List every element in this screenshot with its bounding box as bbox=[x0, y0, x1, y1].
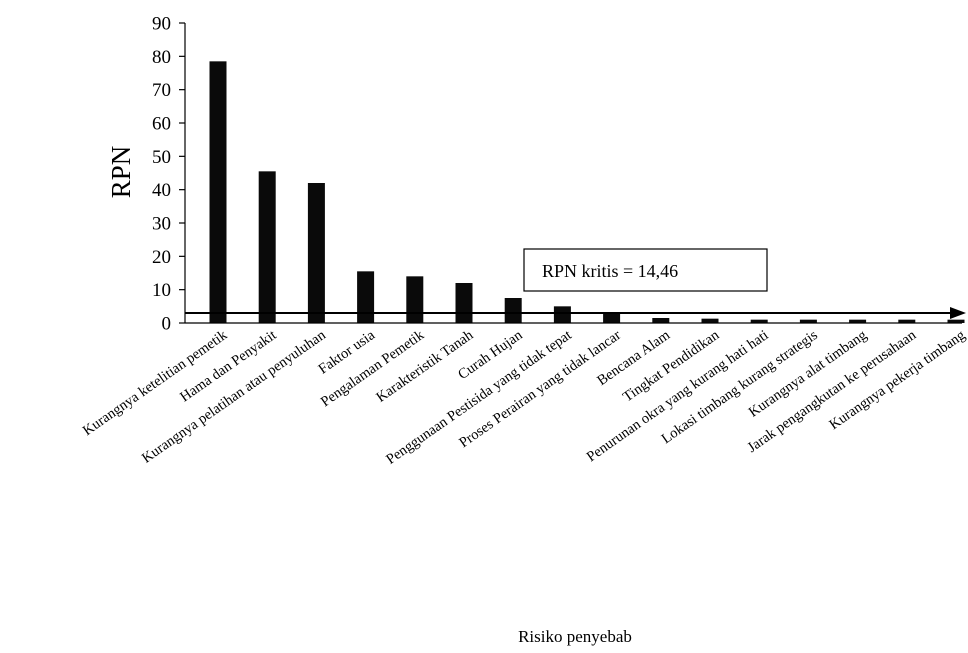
y-ticks: 0 10 20 30 40 50 60 70 80 90 bbox=[152, 14, 185, 335]
bar bbox=[209, 61, 227, 323]
y-tick-label: 20 bbox=[152, 247, 171, 268]
y-tick-label: 50 bbox=[152, 147, 171, 168]
critical-rpn-label-box bbox=[523, 248, 768, 292]
bars bbox=[209, 61, 965, 323]
bar bbox=[947, 319, 965, 323]
bar bbox=[258, 171, 276, 323]
bar bbox=[357, 271, 375, 323]
y-tick-label: 0 bbox=[162, 314, 172, 335]
bar bbox=[603, 313, 621, 323]
x-axis-label: Risiko penyebab bbox=[518, 627, 632, 646]
bar bbox=[701, 318, 719, 323]
y-axis: 0 10 20 30 40 50 60 70 80 90 bbox=[152, 14, 186, 335]
bar bbox=[553, 306, 571, 323]
bar bbox=[652, 318, 670, 323]
y-tick-label: 70 bbox=[152, 80, 171, 101]
bar bbox=[307, 183, 325, 323]
critical-rpn-line: RPN kritis = 14,46 bbox=[185, 248, 966, 319]
bar bbox=[898, 319, 916, 323]
y-tick-label: 80 bbox=[152, 47, 171, 68]
y-tick-label: 90 bbox=[152, 14, 171, 35]
arrow-head-icon bbox=[950, 307, 966, 319]
bar bbox=[406, 276, 424, 323]
bar bbox=[849, 319, 867, 323]
y-tick-label: 30 bbox=[152, 214, 171, 235]
critical-rpn-label: RPN kritis = 14,46 bbox=[542, 261, 678, 281]
y-tick-label: 10 bbox=[152, 280, 171, 301]
bar bbox=[799, 319, 817, 323]
bar bbox=[750, 319, 768, 323]
bar bbox=[504, 298, 522, 323]
y-axis-label: RPN bbox=[106, 146, 136, 199]
category-label: Kurangnya pelatihan atau penyuluhan bbox=[139, 327, 329, 467]
bar bbox=[455, 283, 473, 323]
y-tick-label: 40 bbox=[152, 180, 171, 201]
y-tick-label: 60 bbox=[152, 114, 171, 135]
